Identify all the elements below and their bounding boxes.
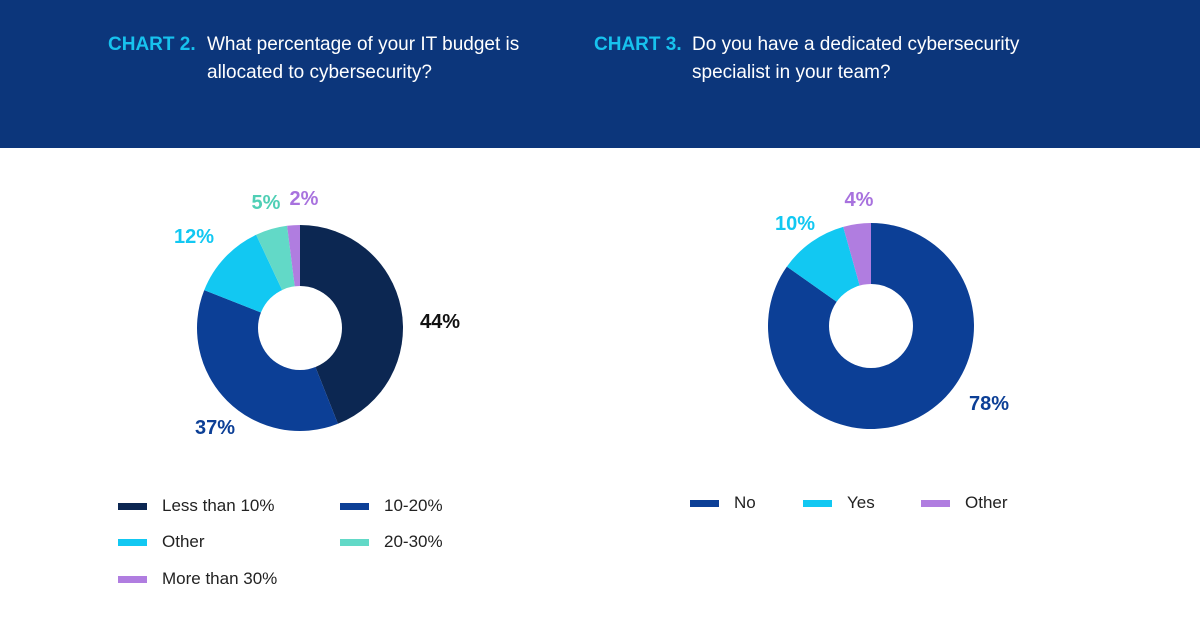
slice-label-other: 12% [174, 226, 214, 248]
legend2-swatch [340, 503, 369, 510]
slice-label-no: 78% [969, 393, 1009, 415]
legend2-label: Less than 10% [162, 496, 275, 515]
legend2-swatch [118, 503, 147, 510]
legend2-swatch [118, 576, 147, 583]
donut-hole [829, 284, 913, 368]
slice-less-than-10 [300, 225, 404, 424]
donut-hole [258, 286, 342, 370]
slice-10-20 [196, 290, 338, 431]
slice-label-yes: 10% [775, 213, 815, 235]
slice-label-more-than-30: 2% [290, 188, 319, 210]
legend2-label: 20-30% [384, 532, 443, 551]
legend2-swatch [118, 539, 147, 546]
chart3-tag: CHART 3. [594, 34, 682, 55]
legend3-label: No [734, 493, 756, 512]
legend3-label: Yes [847, 493, 875, 512]
legend3-label: Other [965, 493, 1008, 512]
chart2-tag: CHART 2. [108, 34, 196, 55]
slice-label-10-20: 37% [195, 417, 235, 439]
legend3-swatch [690, 500, 719, 507]
legend3-swatch [803, 500, 832, 507]
legend2-label: Other [162, 532, 205, 551]
legend2-swatch [340, 539, 369, 546]
legend2-label: More than 30% [162, 569, 278, 588]
chart2-question: What percentage of your IT budget is all… [207, 34, 520, 83]
slice-label-less-than-10: 44% [420, 311, 460, 333]
legend3-swatch [921, 500, 950, 507]
header-banner [0, 0, 1200, 148]
chart3-question: Do you have a dedicated cybersecurity sp… [692, 34, 1020, 83]
legend2-label: 10-20% [384, 496, 443, 515]
slice-label-20-30: 5% [252, 192, 281, 214]
slice-label-other: 4% [845, 189, 874, 211]
